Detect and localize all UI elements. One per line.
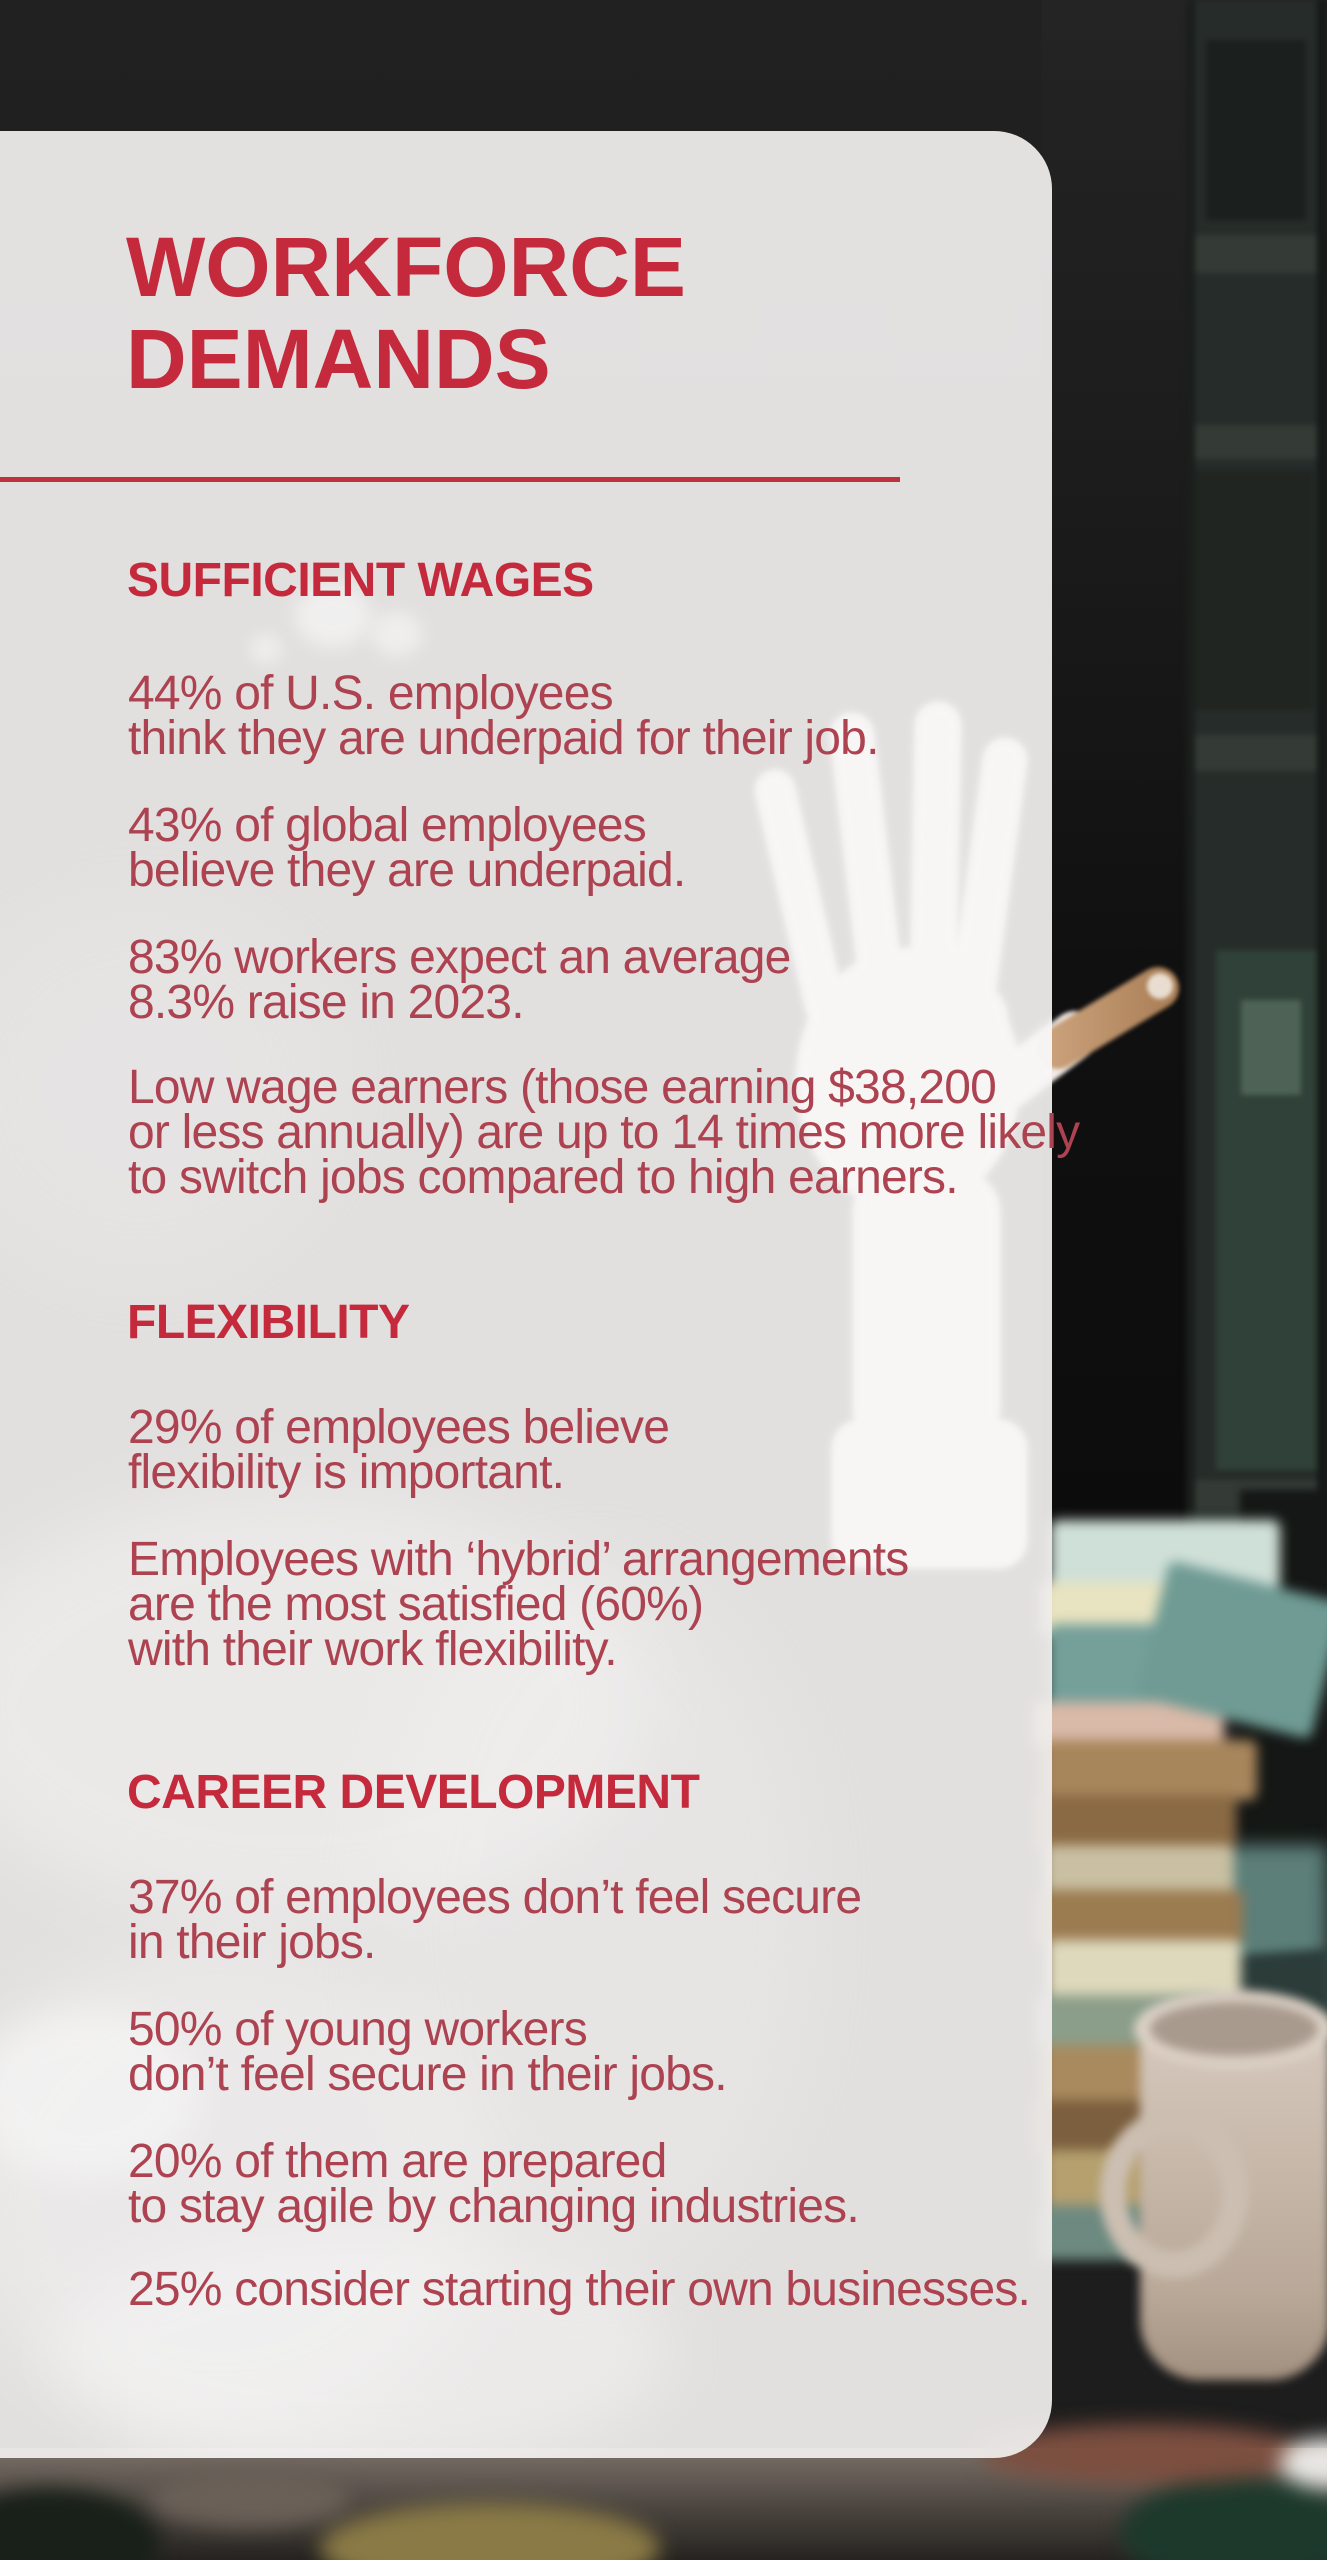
cup-interior <box>1150 2002 1318 2056</box>
shelf-divider <box>1186 235 1327 273</box>
stat-job-insecurity: 37% of employees don’t feel secure in th… <box>128 1871 862 1969</box>
desk-blur-blob <box>150 2468 350 2528</box>
shelf-divider <box>1186 735 1327 771</box>
folder-layer <box>1042 1740 1257 1800</box>
stat-line: Low wage earners (those earning $38,200 <box>128 1061 997 1114</box>
dark-wall-strip <box>1042 0 1192 1570</box>
section-heading-flexibility: FLEXIBILITY <box>127 1296 410 1349</box>
thumb <box>1037 967 1179 1069</box>
shelf-edge <box>1317 0 1327 1570</box>
stat-line: flexibility is important. <box>128 1446 565 1499</box>
stat-line: don’t feel secure in their jobs. <box>128 2048 728 2101</box>
section-heading-career-development: CAREER DEVELOPMENT <box>127 1766 700 1819</box>
stat-underpaid-us: 44% of U.S. employees think they are und… <box>128 667 879 765</box>
page-title: WORKFORCE DEMANDS <box>126 221 686 405</box>
stat-line: Employees with ‘hybrid’ arrangements <box>128 1533 909 1586</box>
bookshelf <box>1186 0 1327 1570</box>
stat-own-businesses: 25% consider starting their own business… <box>128 2263 1031 2316</box>
stat-line: 50% of young workers <box>128 2003 588 2056</box>
stat-low-wage-switching: Low wage earners (those earning $38,200 … <box>128 1061 1080 1204</box>
folder-layer <box>1038 1890 1243 1945</box>
stat-line: 37% of employees don’t feel secure <box>128 1871 862 1924</box>
shelf-edge <box>1186 0 1195 1570</box>
stat-hybrid-satisfaction: Employees with ‘hybrid’ arrangements are… <box>128 1533 909 1676</box>
paper-layer <box>1046 1940 1241 2000</box>
title-line-1: WORKFORCE <box>126 220 686 314</box>
shelf-divider <box>1186 425 1327 459</box>
stat-raise-expectation: 83% workers expect an average 8.3% raise… <box>128 931 791 1029</box>
stat-line: are the most satisfied (60%) <box>128 1578 704 1631</box>
books-on-shelf <box>1194 470 1314 710</box>
stat-changing-industries: 20% of them are prepared to stay agile b… <box>128 2135 860 2233</box>
stat-line: 20% of them are prepared <box>128 2135 667 2188</box>
thumbnail-highlight <box>1147 973 1173 999</box>
stat-underpaid-global: 43% of global employees believe they are… <box>128 799 686 897</box>
section-heading-sufficient-wages: SUFFICIENT WAGES <box>127 554 594 607</box>
stat-line: 43% of global employees <box>128 799 647 852</box>
stat-line: or less annually) are up to 14 times mor… <box>128 1106 1080 1159</box>
book-spine <box>1241 1000 1301 1095</box>
folder-layer <box>1036 1795 1236 1850</box>
stat-line: 83% workers expect an average <box>128 931 791 984</box>
stat-line: 29% of employees believe <box>128 1401 670 1454</box>
stat-flexibility-importance: 29% of employees believe flexibility is … <box>128 1401 670 1499</box>
stat-line: think they are underpaid for their job. <box>128 712 879 765</box>
title-divider <box>0 477 900 482</box>
stat-line: believe they are underpaid. <box>128 844 686 897</box>
stat-line: 25% consider starting their own business… <box>128 2263 1031 2316</box>
paper-layer <box>1044 1845 1234 1895</box>
books-on-shelf <box>1206 40 1306 220</box>
stat-line: 44% of U.S. employees <box>128 667 614 720</box>
stat-line: to switch jobs compared to high earners. <box>128 1151 959 1204</box>
stat-line: with their work flexibility. <box>128 1623 618 1676</box>
title-line-2: DEMANDS <box>126 312 551 406</box>
stat-young-workers-insecurity: 50% of young workers don’t feel secure i… <box>128 2003 728 2101</box>
stat-line: in their jobs. <box>128 1916 376 1969</box>
stat-line: to stay agile by changing industries. <box>128 2180 860 2233</box>
stat-line: 8.3% raise in 2023. <box>128 976 525 1029</box>
